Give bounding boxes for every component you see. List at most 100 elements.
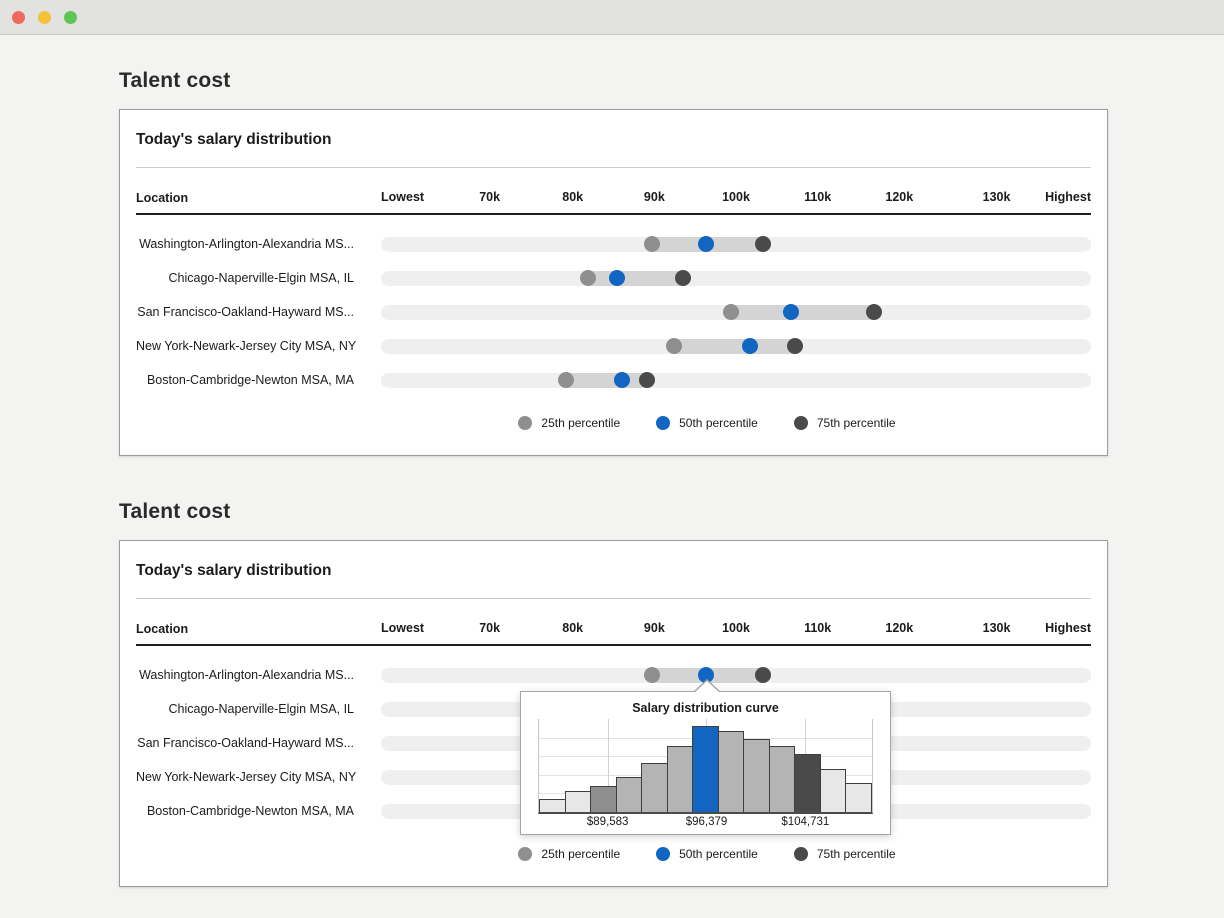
tooltip-arrow-icon [694,681,719,692]
minimize-button[interactable] [38,10,51,24]
axis-label-130k: 130k [982,190,1011,204]
legend-item: 25th percentile [518,847,620,861]
salary-range-track[interactable] [381,338,1091,354]
page-title: Talent cost [119,69,231,92]
histogram-bar [539,798,566,812]
p50-dot[interactable] [742,338,759,354]
legend-item: 75th percentile [793,847,896,861]
histogram-bar [666,745,694,812]
axis-label-lowest: Lowest [381,621,425,635]
p25-dot[interactable] [643,236,660,252]
table-header: Location Lowest 70k 80k 90k 100k 110k 120k 130k… [136,599,1091,646]
percentile-range-bar [673,338,795,354]
salary-histogram [538,719,873,814]
histogram-bar [845,783,872,812]
track-background [381,270,1091,286]
axis-label-70k: 70k [479,621,501,635]
salary-range-track[interactable] [381,372,1091,388]
salary-range-track[interactable] [381,270,1091,286]
histogram-x-label: $89,583 [586,816,629,828]
page-title: Talent cost [119,500,231,523]
location-label: Chicago-Naperville-Elgin MSA, IL [168,271,355,285]
histogram-bar [768,745,796,812]
salary-row: San Francisco-Oakland-Hayward MS... [136,295,1091,329]
tooltip-title: Salary distribution curve [632,701,779,715]
axis-label-110k: 110k [804,190,832,204]
salary-row: New York-Newark-Jersey City MSA, NY [136,329,1091,363]
histogram-bar [590,785,617,812]
location-column-header: Location [136,622,189,636]
histogram-bar [564,790,592,812]
histogram-bar [717,731,745,812]
salary-range-track[interactable] [381,667,1091,683]
histogram-bar [615,776,643,812]
salary-range-track[interactable] [381,304,1091,320]
p50-dot[interactable] [698,236,715,252]
legend-item: 50th percentile [656,847,758,861]
close-button[interactable] [12,10,25,24]
p75-dot[interactable] [754,667,771,683]
salary-range-track[interactable] [381,236,1091,252]
track-background [381,372,1091,388]
legend-dot-icon [518,416,533,430]
card-title: Today's salary distribution [136,110,1091,168]
card-title: Today's salary distribution [136,541,1091,599]
table-rows: Washington-Arlington-Alexandria MS... Chi… [136,227,1091,397]
gridline [608,719,610,812]
p25-dot[interactable] [579,270,596,286]
salary-row: Washington-Arlington-Alexandria MS... [136,658,1091,692]
p75-dot[interactable] [866,304,883,320]
legend-dot-icon [793,416,808,430]
axis-label-130k: 130k [982,621,1011,635]
p25-dot[interactable] [557,372,574,388]
location-label: Washington-Arlington-Alexandria MS... [139,237,354,251]
histogram-bar [743,738,770,812]
legend-label: 75th percentile [816,416,896,430]
histogram-bar [692,726,719,812]
legend-item: 25th percentile [518,416,620,430]
location-label: San Francisco-Oakland-Hayward MS... [137,736,354,750]
salary-curve-tooltip: Salary distribution curve $89,583 $96,379… [520,679,891,835]
legend-label: 75th percentile [816,847,896,861]
p75-dot[interactable] [675,270,692,286]
table-header: Location Lowest 70k 80k 90k 100k 110k 120k 130k… [136,168,1091,215]
legend-dot-icon [656,847,671,861]
axis-label-70k: 70k [479,190,501,204]
axis-label-90k: 90k [643,190,665,204]
location-label: San Francisco-Oakland-Hayward MS... [137,305,354,319]
p25-dot[interactable] [643,667,660,683]
p50-dot[interactable] [783,304,800,320]
legend-label: 50th percentile [679,847,758,861]
legend-dot-icon [518,847,533,861]
p25-dot[interactable] [723,304,740,320]
location-label: New York-Newark-Jersey City MSA, NY [136,770,357,784]
location-label: Chicago-Naperville-Elgin MSA, IL [168,702,355,716]
p25-dot[interactable] [665,338,682,354]
axis-label-120k: 120k [885,621,914,635]
p50-dot[interactable] [609,270,626,286]
location-label: New York-Newark-Jersey City MSA, NY [136,339,357,353]
axis-label-100k: 100k [722,190,750,204]
p75-dot[interactable] [754,236,771,252]
p75-dot[interactable] [639,372,656,388]
axis-label-lowest: Lowest [381,190,425,204]
axis-label-90k: 90k [643,621,665,635]
legend-label: 50th percentile [679,416,758,430]
p50-dot[interactable] [614,372,631,388]
percentile-legend: 25th percentile 50th percentile 75th perce… [351,841,1063,867]
legend-dot-icon [656,416,671,430]
legend-label: 25th percentile [541,416,621,430]
axis-label-110k: 110k [804,621,832,635]
window-title-bar [0,0,1224,35]
salary-distribution-card: Today's salary distribution Location Low… [119,540,1108,887]
zoom-button[interactable] [64,10,77,24]
salary-row: Boston-Cambridge-Newton MSA, MA [136,363,1091,397]
salary-row: Chicago-Naperville-Elgin MSA, IL [136,261,1091,295]
percentile-range-bar [565,372,648,388]
salary-axis-labels: Lowest 70k 80k 90k 100k 110k 120k 130k Highest [381,190,1091,205]
axis-label-highest: Highest [1045,190,1091,204]
p75-dot[interactable] [786,338,803,354]
percentile-legend: 25th percentile 50th percentile 75th perce… [351,410,1063,436]
location-label: Boston-Cambridge-Newton MSA, MA [146,804,354,818]
histogram-x-labels: $89,583 $96,379 $104,731 [538,816,873,832]
